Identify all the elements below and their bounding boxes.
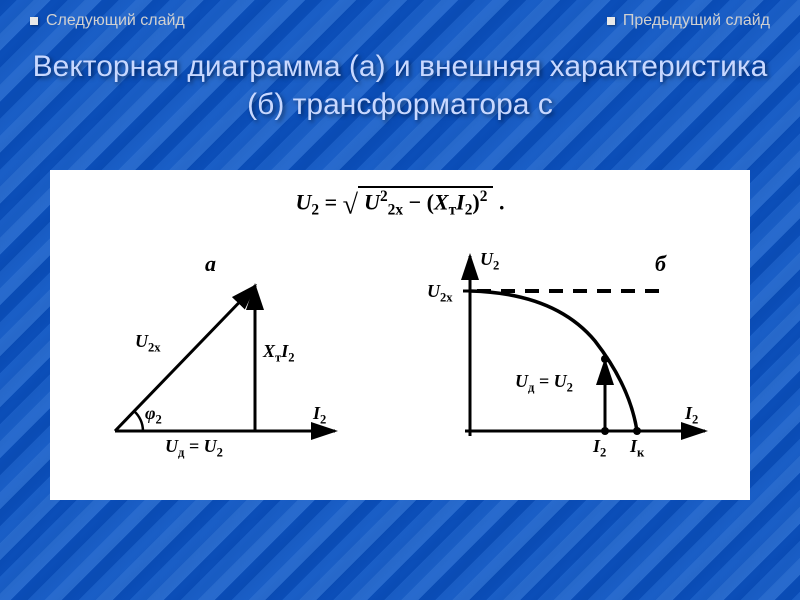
prev-label: Предыдущий слайд [623,12,770,30]
label-xti2: XтI2 [263,341,295,366]
label-u2x: U2x [135,331,161,356]
label-ud-a: Uд = U2 [165,436,223,461]
label-i2-tick: I2 [593,436,606,461]
nav-bar: Следующий слайд Предыдущий слайд [0,0,800,30]
label-phi2: φ2 [145,403,162,428]
diagram-a: а U2x XтI2 φ2 I2 Uд = U2 [75,241,375,461]
next-slide-link[interactable]: Следующий слайд [30,12,185,30]
bullet-icon [30,17,38,25]
diagram-b-svg [425,241,725,461]
bullet-icon [607,17,615,25]
label-i2-a: I2 [313,403,326,428]
label-i2-axis: I2 [685,403,698,428]
tag-b: б [655,251,666,277]
slide-title: Векторная диаграмма (а) и внешняя характ… [0,30,800,127]
formula: U2 = √U22x − (XтI2)2 . [50,170,750,221]
diagrams-row: а U2x XтI2 φ2 I2 Uд = U2 [50,241,750,461]
next-label: Следующий слайд [46,12,185,30]
prev-slide-link[interactable]: Предыдущий слайд [607,12,770,30]
tag-a: а [205,251,216,277]
label-ud-b: Uд = U2 [515,371,573,396]
label-ik: Iк [630,436,644,461]
content-panel: U2 = √U22x − (XтI2)2 . а U2x [50,170,750,500]
label-u2-axis: U2 [480,249,499,274]
label-u2x-b: U2x [427,281,453,306]
diagram-a-svg [75,241,375,461]
diagram-b: б U2 U2x Uд = U2 I2 I2 Iк [425,241,725,461]
